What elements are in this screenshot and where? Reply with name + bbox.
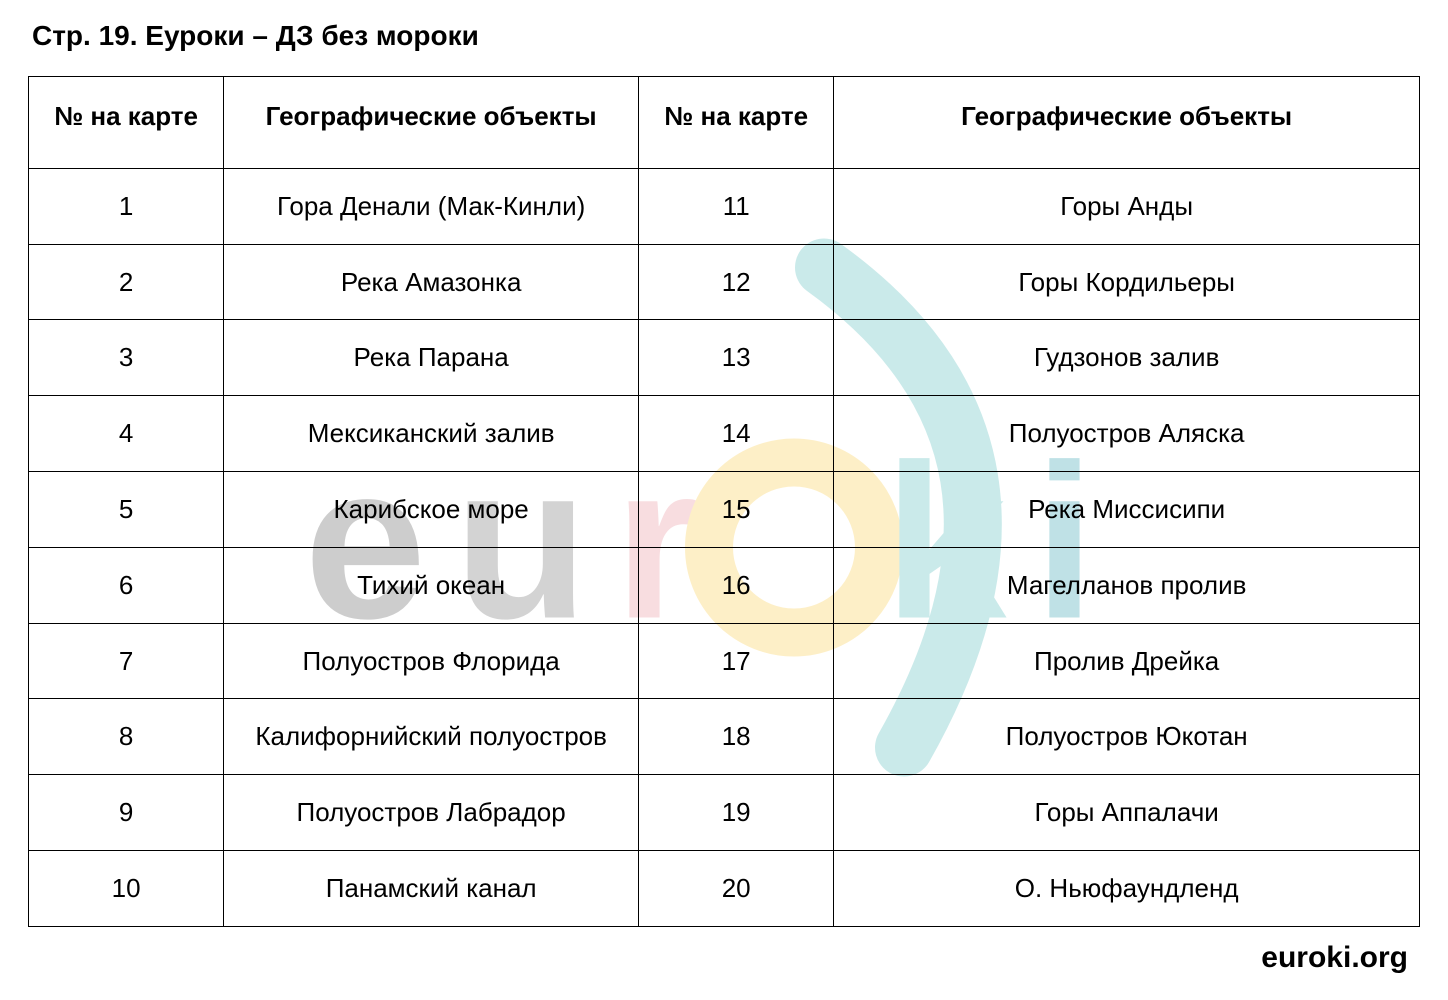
header-obj2: Географические объекты: [834, 77, 1420, 169]
cell-num2: 20: [639, 850, 834, 926]
cell-obj2: Река Миссисипи: [834, 471, 1420, 547]
cell-obj1: Калифорнийский полуостров: [224, 699, 639, 775]
cell-obj2: О. Ньюфаундленд: [834, 850, 1420, 926]
cell-num1: 9: [29, 775, 224, 851]
cell-num1: 8: [29, 699, 224, 775]
header-num2: № на карте: [639, 77, 834, 169]
cell-num1: 5: [29, 471, 224, 547]
table-row: 2Река Амазонка12Горы Кордильеры: [29, 244, 1420, 320]
page-title: Стр. 19. Еуроки – ДЗ без мороки: [28, 20, 1420, 52]
cell-num1: 1: [29, 168, 224, 244]
cell-obj2: Горы Кордильеры: [834, 244, 1420, 320]
cell-num1: 3: [29, 320, 224, 396]
cell-num1: 6: [29, 547, 224, 623]
cell-obj1: Мексиканский залив: [224, 396, 639, 472]
table-row: 9Полуостров Лабрадор19Горы Аппалачи: [29, 775, 1420, 851]
table-row: 1Гора Денали (Мак-Кинли)11Горы Анды: [29, 168, 1420, 244]
table-row: 7Полуостров Флорида17Пролив Дрейка: [29, 623, 1420, 699]
cell-obj2: Горы Анды: [834, 168, 1420, 244]
table-row: 3Река Парана13Гудзонов залив: [29, 320, 1420, 396]
cell-obj2: Полуостров Аляска: [834, 396, 1420, 472]
table-row: 5Карибское море15Река Миссисипи: [29, 471, 1420, 547]
cell-obj1: Река Амазонка: [224, 244, 639, 320]
cell-num1: 7: [29, 623, 224, 699]
cell-obj1: Река Парана: [224, 320, 639, 396]
cell-obj1: Карибское море: [224, 471, 639, 547]
table-header-row: № на карте Географические объекты № на к…: [29, 77, 1420, 169]
cell-obj2: Горы Аппалачи: [834, 775, 1420, 851]
cell-num2: 11: [639, 168, 834, 244]
cell-num2: 13: [639, 320, 834, 396]
cell-obj2: Полуостров Юкотан: [834, 699, 1420, 775]
cell-obj2: Пролив Дрейка: [834, 623, 1420, 699]
cell-obj1: Полуостров Флорида: [224, 623, 639, 699]
cell-num2: 19: [639, 775, 834, 851]
cell-obj2: Магелланов пролив: [834, 547, 1420, 623]
cell-obj1: Панамский канал: [224, 850, 639, 926]
geography-table: № на карте Географические объекты № на к…: [28, 76, 1420, 927]
cell-obj1: Гора Денали (Мак-Кинли): [224, 168, 639, 244]
cell-num1: 4: [29, 396, 224, 472]
cell-obj1: Полуостров Лабрадор: [224, 775, 639, 851]
cell-num1: 2: [29, 244, 224, 320]
cell-num2: 16: [639, 547, 834, 623]
table-row: 8Калифорнийский полуостров18Полуостров Ю…: [29, 699, 1420, 775]
cell-num2: 14: [639, 396, 834, 472]
table-row: 4Мексиканский залив14Полуостров Аляска: [29, 396, 1420, 472]
header-obj1: Географические объекты: [224, 77, 639, 169]
cell-num1: 10: [29, 850, 224, 926]
header-num1: № на карте: [29, 77, 224, 169]
cell-obj2: Гудзонов залив: [834, 320, 1420, 396]
table-row: 10Панамский канал20О. Ньюфаундленд: [29, 850, 1420, 926]
cell-obj1: Тихий океан: [224, 547, 639, 623]
footer-brand: euroki.org: [28, 941, 1420, 975]
cell-num2: 12: [639, 244, 834, 320]
cell-num2: 17: [639, 623, 834, 699]
table-row: 6Тихий океан16Магелланов пролив: [29, 547, 1420, 623]
cell-num2: 15: [639, 471, 834, 547]
cell-num2: 18: [639, 699, 834, 775]
